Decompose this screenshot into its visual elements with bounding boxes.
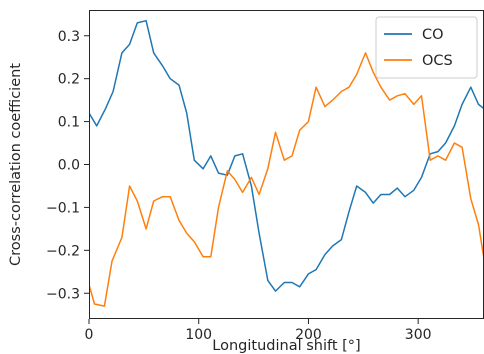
y-tick-label: −0.1 <box>46 200 80 216</box>
y-tick-label: −0.2 <box>46 243 80 259</box>
x-tick-label: 0 <box>85 327 94 343</box>
x-axis-label: Longitudinal shift [°] <box>212 338 360 354</box>
x-tick-label: 300 <box>405 327 432 343</box>
x-tick-label: 100 <box>185 327 212 343</box>
y-tick-label: 0.2 <box>58 72 80 88</box>
ticks: 0 100 200 300 −0.3 −0.2 −0.1 0.0 0.1 0.2 0.3 <box>46 29 432 343</box>
legend-label-co: CO <box>422 27 444 43</box>
legend-label-ocs: OCS <box>422 53 453 69</box>
y-axis-label: Cross-correlation coefficient <box>8 63 24 266</box>
legend-box <box>375 16 478 79</box>
legend: CO OCS <box>375 16 478 79</box>
plot-lines <box>89 19 484 307</box>
y-tick-label: 0.3 <box>58 29 80 45</box>
x-tick-label: 200 <box>295 327 322 343</box>
series-line-co <box>89 19 484 292</box>
y-tick-label: 0.0 <box>58 158 80 174</box>
y-tick-label: −0.3 <box>46 286 80 302</box>
series-line-ocs <box>89 52 484 307</box>
y-tick-label: 0.1 <box>58 115 80 131</box>
